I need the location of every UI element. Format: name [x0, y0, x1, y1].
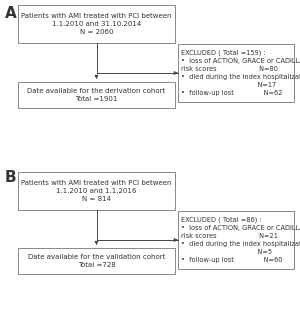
Text: Date available for the validation cohort
Total =728: Date available for the validation cohort…	[28, 254, 165, 268]
Bar	[18, 82, 175, 108]
Text: B: B	[5, 170, 16, 185]
Text: EXCLUDED ( Total =159) :
•  loss of ACTION, GRACE or CADILLAC
risk scores       : EXCLUDED ( Total =159) : • loss of ACTIO…	[181, 50, 300, 96]
Text: Patients with AMI treated with PCI between
1.1.2010 and 1.1.2016
N = 814: Patients with AMI treated with PCI betwe…	[21, 180, 172, 202]
Bar	[18, 248, 175, 274]
Bar	[178, 211, 294, 269]
Text: A: A	[5, 6, 17, 21]
Bar	[178, 44, 294, 102]
Bar	[18, 172, 175, 210]
Bar	[18, 5, 175, 43]
Text: EXCLUDED ( Total =86) :
•  loss of ACTION, GRACE or CADILLAC
risk scores        : EXCLUDED ( Total =86) : • loss of ACTION…	[181, 217, 300, 263]
Text: Date available for the derivation cohort
Total =1901: Date available for the derivation cohort…	[27, 88, 166, 102]
Text: Patients with AMI treated with PCI between
1.1.2010 and 31.10.2014
N = 2060: Patients with AMI treated with PCI betwe…	[21, 13, 172, 35]
